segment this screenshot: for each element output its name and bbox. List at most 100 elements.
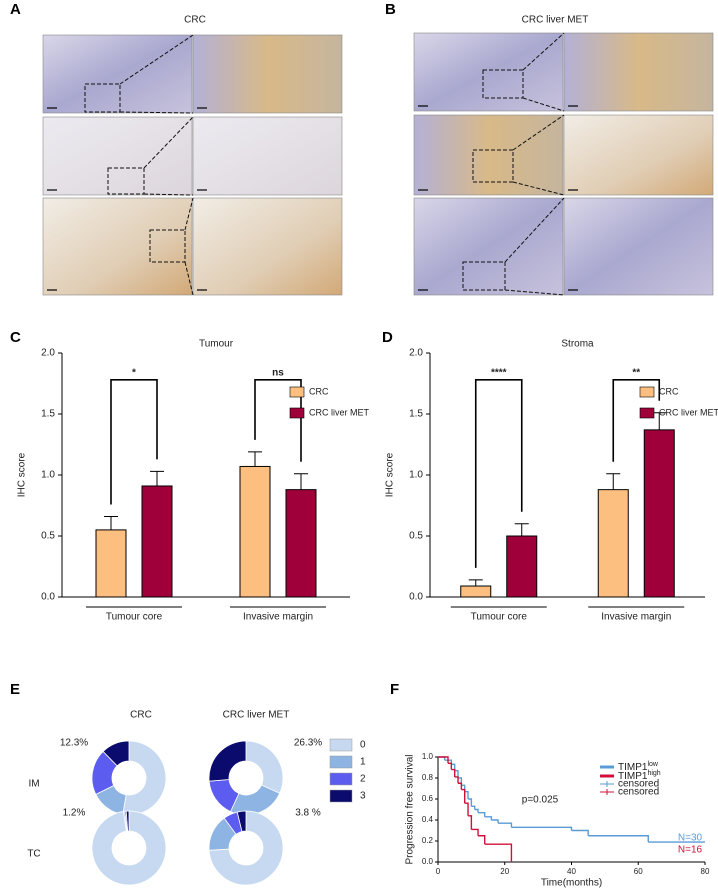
- y-tick-label: 0.8: [422, 773, 434, 782]
- significance-label: **: [632, 367, 640, 378]
- bar: [285, 489, 317, 598]
- significance-label: *: [132, 367, 136, 378]
- legend-label: 3: [360, 791, 366, 802]
- panel-title: CRC: [184, 15, 206, 26]
- error-bar: [248, 451, 262, 467]
- x-tick-label: 20: [500, 867, 509, 876]
- donut-segment: [91, 810, 167, 886]
- y-axis-label: IHC score: [385, 452, 396, 497]
- error-bar: [606, 473, 621, 490]
- annotation: p=0.025: [522, 795, 559, 806]
- y-tick-label: 0.0: [41, 592, 55, 603]
- survival-step: [464, 802, 469, 816]
- micrograph: [42, 34, 193, 114]
- survival-step: [438, 756, 449, 764]
- bar: [460, 585, 492, 598]
- zoom-box: [149, 229, 186, 263]
- micrograph: [192, 34, 343, 114]
- panel-title: CRC liver MET: [522, 15, 589, 26]
- panel-letter: F: [390, 681, 399, 698]
- n-label: N=16: [678, 845, 703, 856]
- zoom-line: [119, 34, 194, 85]
- y-tick-label: 0.0: [422, 857, 434, 866]
- value-label: 1.2%: [63, 808, 86, 819]
- legend-swatch: [289, 407, 305, 419]
- x-axis-label: Time(months): [541, 878, 602, 889]
- x-tick-label: 80: [701, 867, 710, 876]
- zoom-box: [462, 261, 506, 291]
- y-tick-label: 0.0: [409, 592, 423, 603]
- legend-label: TIMP1low: [618, 761, 659, 773]
- value-label: 26.3%: [294, 738, 322, 749]
- survival-step: [588, 835, 649, 843]
- panel-letter: B: [385, 1, 396, 18]
- n-label: N=30: [678, 833, 703, 844]
- panel-letter: C: [10, 329, 21, 346]
- survival-step: [458, 782, 463, 790]
- survival-step: [454, 769, 459, 778]
- legend-label: TIMP1high: [618, 770, 661, 782]
- legend-label: censored: [618, 787, 659, 798]
- error-bar: [514, 523, 529, 536]
- error-bar: [104, 515, 118, 530]
- significance-label: ****: [491, 367, 507, 378]
- legend-label: 2: [360, 774, 366, 785]
- micrograph: [413, 114, 564, 196]
- legend-name: TIMP1: [618, 762, 648, 773]
- survival-step: [451, 768, 456, 777]
- donut-segment: [125, 810, 130, 832]
- y-tick-label: 2.0: [41, 348, 55, 359]
- bar: [506, 535, 538, 598]
- micrograph: [413, 32, 564, 112]
- error-bar: [294, 473, 308, 490]
- value-label: 3.8 %: [295, 808, 321, 819]
- survival-step: [511, 826, 573, 831]
- survival-step: [491, 819, 499, 824]
- significance-label: ns: [272, 367, 284, 378]
- micrograph: [563, 114, 714, 196]
- donut-segment: [208, 810, 284, 886]
- bar: [141, 485, 173, 598]
- y-axis-label: IHC score: [17, 452, 28, 497]
- legend-superscript: high: [647, 770, 660, 777]
- zoom-box: [84, 83, 121, 113]
- zoom-box: [472, 149, 514, 183]
- survival-step: [474, 808, 479, 813]
- survival-step: [508, 843, 513, 862]
- micrograph: [563, 32, 714, 112]
- legend-name: TIMP1: [618, 771, 648, 782]
- donut-segment: [102, 740, 130, 767]
- panel-letter: E: [10, 681, 20, 698]
- x-tick-label: Invasive margin: [243, 612, 313, 623]
- survival-step: [471, 828, 479, 836]
- y-tick-label: 0.4: [422, 815, 434, 824]
- survival-step: [454, 776, 459, 784]
- chart-title: Stroma: [561, 339, 594, 350]
- survival-step: [461, 788, 466, 804]
- bar: [597, 489, 629, 598]
- bar: [239, 465, 271, 598]
- legend-label: censored: [618, 779, 659, 790]
- survival-step: [478, 835, 486, 845]
- zoom-line: [522, 32, 565, 71]
- legend-label: CRC liver MET: [659, 407, 718, 417]
- x-tick-label: Invasive margin: [601, 612, 671, 623]
- zoom-line: [504, 289, 565, 296]
- row-label: TC: [27, 849, 40, 860]
- zoom-box: [107, 167, 145, 195]
- legend-swatch: [329, 789, 353, 803]
- zoom-line: [512, 181, 565, 196]
- legend-swatch: [329, 755, 353, 769]
- column-label: CRC liver MET: [223, 710, 290, 721]
- legend-label: 0: [360, 740, 366, 751]
- survival-step: [498, 822, 513, 828]
- micrograph: [42, 116, 193, 196]
- survival-step: [451, 763, 456, 771]
- y-tick-label: 0.5: [409, 531, 423, 542]
- survival-step: [468, 798, 473, 807]
- y-tick-label: 0.6: [422, 794, 434, 803]
- survival-step: [464, 790, 469, 799]
- legend-swatch: [329, 772, 353, 786]
- chart-title: Tumour: [199, 339, 234, 350]
